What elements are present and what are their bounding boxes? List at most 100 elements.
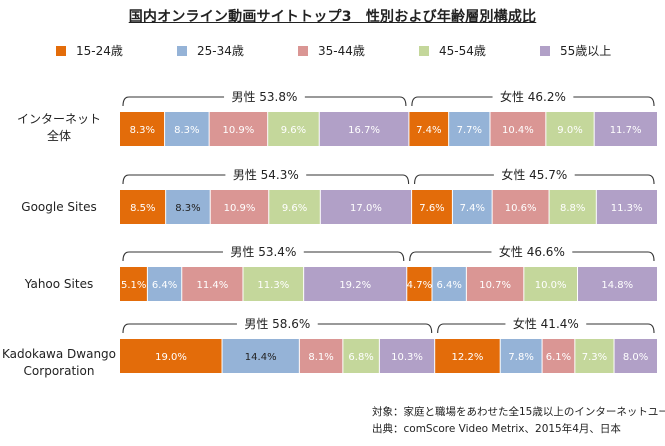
row-label-line: インターネット (16, 112, 101, 126)
bar-segment-row3-female-55-plus-value-label: 14.8% (601, 280, 633, 291)
bar-segment-row1-male-45-54-value-label: 9.6% (281, 125, 306, 136)
bar-segment-row1-female-25-34-value-label: 7.7% (457, 125, 482, 136)
bar-segment-row1-male-25-34 (164, 112, 210, 146)
bar-segment-row3-male-35-44 (181, 267, 243, 301)
male-share-row1-bracket (122, 96, 407, 107)
bar-segment-row1-male-15-24 (120, 112, 165, 146)
legend-item-45-54: 45-54歳 (419, 42, 486, 59)
bar-segment-row3-female-45-54 (523, 267, 578, 301)
bar-segment-row1-female-25-34 (448, 112, 490, 146)
male-share-row4-bracket (122, 323, 433, 334)
legend-item-35-44: 35-44歳 (298, 42, 365, 59)
bar-segment-row4-female-45-54-value-label: 7.3% (582, 352, 607, 363)
bar-segment-row2-female-45-54 (549, 190, 597, 224)
bar-segment-row2-male-25-34 (165, 190, 211, 224)
legend: 15-24歳 25-34歳 35-44歳 45-54歳 55歳以上 (0, 42, 665, 60)
bar-segment-row2-male-55-plus-value-label: 17.0% (350, 203, 382, 214)
bar-segment-row3-female-35-44 (466, 267, 524, 301)
bar-segment-row4-female-55-plus-value-label: 8.0% (623, 352, 648, 363)
bar-segment-row2-female-55-plus (596, 190, 657, 224)
bar-segment-row4-female-15-24 (434, 339, 501, 373)
legend-item-15-24: 15-24歳 (56, 42, 123, 59)
bar-segment-row3-female-25-34 (431, 267, 467, 301)
bar-segment-row4-male-45-54 (342, 339, 380, 373)
bar-segment-row3-male-15-24-value-label: 5.1% (121, 280, 146, 291)
bar-segment-row4-male-55-plus-value-label: 10.3% (391, 352, 423, 363)
legend-swatch-15-24 (56, 45, 66, 56)
bar-segment-row2-male-15-24-value-label: 8.5% (130, 203, 155, 214)
legend-label-35-44: 35-44歳 (318, 44, 365, 58)
footnote-target: 対象：家庭と職場をあわせた全15歳以上のインターネットユーザー (372, 406, 665, 418)
bar-segment-row2-female-45-54-value-label: 8.8% (560, 203, 585, 214)
male-share-row3-label: 男性 53.4% (230, 245, 296, 259)
row-label-line: Kadokawa Dwango (1, 347, 117, 361)
bar-segment-row3-male-45-54 (242, 267, 304, 301)
bar-segment-row3-male-55-plus (303, 267, 407, 301)
bar-segment-row4-male-15-24-value-label: 19.0% (155, 352, 187, 363)
bar-segment-row4-male-25-34 (222, 339, 300, 373)
row-label-line: Corporation (23, 364, 95, 378)
bar-segment-row2-male-45-54 (268, 190, 321, 224)
legend-swatch-35-44 (298, 45, 308, 56)
male-share-row3-bracket (122, 251, 405, 262)
female-share-row3-bracket (409, 251, 655, 262)
bar-segment-row2-female-55-plus-value-label: 11.3% (611, 203, 643, 214)
bar-segment-row3-female-15-24 (406, 267, 432, 301)
bar-segment-row2-male-35-44-value-label: 10.9% (224, 203, 256, 214)
bar-segment-row1-male-15-24-value-label: 8.3% (130, 125, 155, 136)
row-label-google-sites: Google Sites (0, 199, 118, 216)
bar-segment-row2-male-55-plus (320, 190, 412, 224)
legend-swatch-45-54 (419, 45, 429, 56)
female-share-row2-bracket (414, 174, 655, 185)
bar-segment-row4-female-25-34 (500, 339, 543, 373)
bar-segment-row1-male-35-44 (209, 112, 268, 146)
bar-segment-row3-male-45-54-value-label: 11.3% (257, 280, 289, 291)
female-share-row4-label: 女性 41.4% (513, 316, 579, 331)
female-share-row1-bracket (411, 96, 655, 107)
bar-segment-row3-male-25-34-value-label: 6.4% (152, 280, 177, 291)
male-share-row2-label: 男性 54.3% (233, 168, 299, 182)
row-label-internet-total: インターネット 全体 (0, 111, 118, 145)
bar-segment-row3-male-35-44-value-label: 11.4% (196, 280, 228, 291)
female-share-row4-bracket (437, 323, 655, 334)
bar-segment-row4-female-55-plus (614, 339, 657, 373)
bar-segment-row4-male-15-24 (120, 339, 223, 373)
bar-segment-row4-female-35-44-value-label: 6.1% (546, 352, 571, 363)
legend-item-55-plus: 55歳以上 (540, 42, 611, 59)
bar-segment-row2-male-35-44 (210, 190, 269, 224)
legend-swatch-55-plus (540, 45, 550, 56)
bar-segment-row1-female-35-44 (489, 112, 546, 146)
bar-segment-row4-female-25-34-value-label: 7.8% (508, 352, 533, 363)
row-label-line: 全体 (46, 129, 71, 143)
footnote-source: 出典：comScore Video Metrix、2015年4月、日本 (372, 423, 621, 435)
bar-segment-row1-female-45-54-value-label: 9.0% (557, 125, 582, 136)
legend-label-25-34: 25-34歳 (197, 44, 244, 58)
bar-segment-row1-male-45-54 (267, 112, 320, 146)
bar-segment-row4-female-35-44 (542, 339, 575, 373)
female-share-row3-label: 女性 46.6% (499, 244, 565, 259)
bar-segment-row1-female-45-54 (545, 112, 595, 146)
bar-segment-row1-female-55-plus-value-label: 11.7% (610, 125, 642, 136)
row-label-kadokawa-dwango: Kadokawa Dwango Corporation (0, 346, 118, 380)
bar-segment-row2-female-25-34-value-label: 7.4% (460, 203, 485, 214)
bar-segment-row3-female-25-34-value-label: 6.4% (436, 280, 461, 291)
bar-segment-row1-male-25-34-value-label: 8.3% (174, 125, 199, 136)
male-share-row2-bracket (122, 174, 410, 185)
legend-label-55-plus: 55歳以上 (560, 44, 612, 58)
male-share-row4-label: 男性 58.6% (244, 317, 310, 331)
row-label-line: Yahoo Sites (24, 277, 94, 291)
bar-segment-row3-male-55-plus-value-label: 19.2% (339, 280, 371, 291)
row-label-line: Google Sites (21, 200, 97, 214)
bar-segment-row3-female-55-plus (577, 267, 657, 301)
bar-segment-row2-female-25-34 (452, 190, 493, 224)
bar-segment-row4-female-45-54 (574, 339, 615, 373)
male-share-row1-label: 男性 53.8% (231, 90, 297, 104)
bar-segment-row3-male-15-24 (120, 267, 148, 301)
bar-segment-row2-female-35-44-value-label: 10.6% (505, 203, 537, 214)
legend-label-15-24: 15-24歳 (76, 44, 123, 58)
bar-segment-row3-female-15-24-value-label: 4.7% (407, 280, 432, 291)
legend-swatch-25-34 (177, 45, 187, 56)
bar-segment-row1-female-35-44-value-label: 10.4% (502, 125, 534, 136)
bar-segment-row1-female-15-24 (408, 112, 449, 146)
bar-segment-row4-male-35-44-value-label: 8.1% (308, 352, 333, 363)
